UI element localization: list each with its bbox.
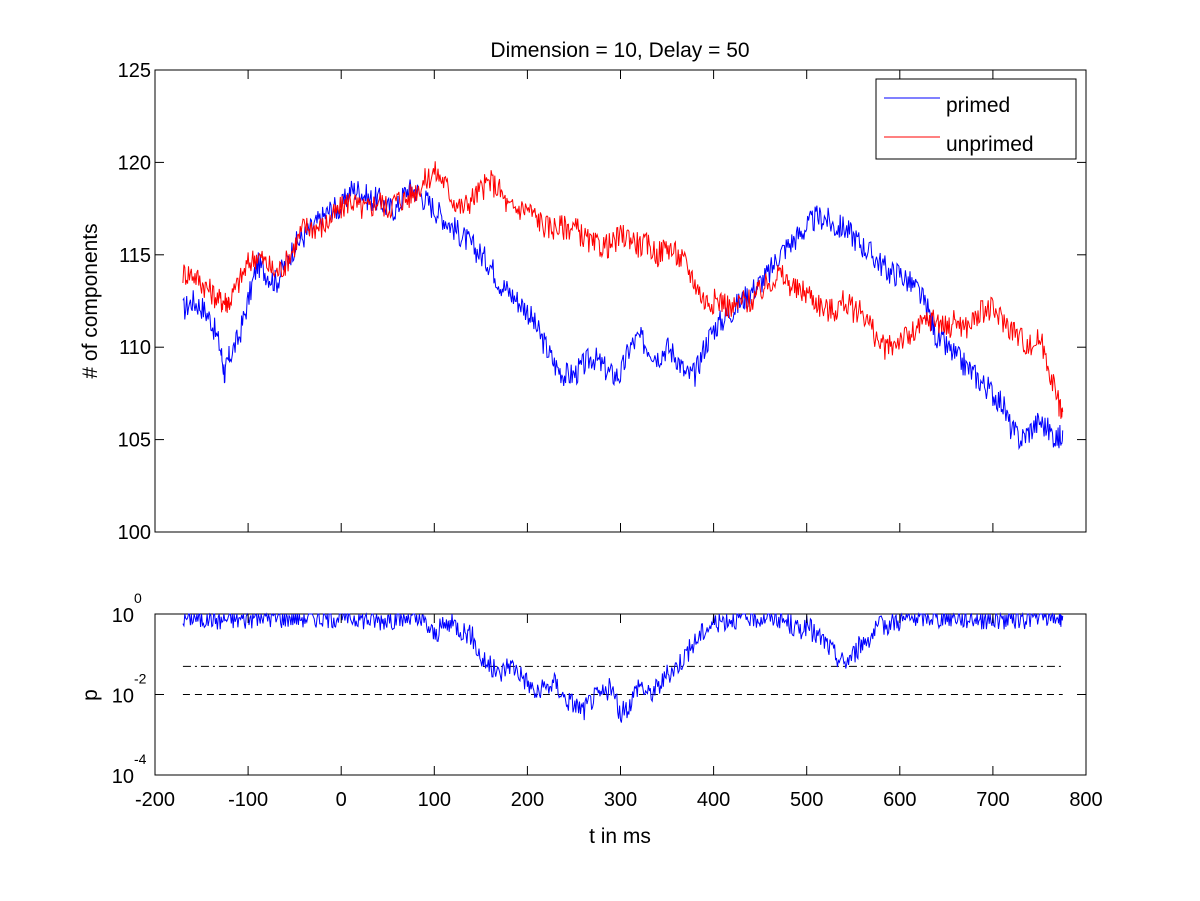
legend-label-primed: primed <box>946 94 1010 117</box>
top-y-tick-label: 125 <box>118 60 151 82</box>
x-tick-label: 700 <box>976 789 1009 811</box>
bottom-series-lines <box>182 612 1064 723</box>
x-tick-label: 800 <box>1069 789 1102 811</box>
x-tick-label: -100 <box>228 789 268 811</box>
legend-label-unprimed: unprimed <box>946 133 1034 156</box>
bottom-y-tick-exponent: -2 <box>134 671 147 687</box>
top-y-tick-label: 110 <box>119 337 151 359</box>
x-tick-label: -200 <box>135 789 175 811</box>
x-tick-label: 300 <box>604 789 637 811</box>
chart-title: Dimension = 10, Delay = 50 <box>490 39 749 62</box>
top-y-axis-label: # of components <box>79 223 102 378</box>
x-tick-label: 0 <box>336 789 347 811</box>
x-tick-label: 400 <box>697 789 730 811</box>
top-y-tick-label: 120 <box>118 152 151 174</box>
top-plot: Dimension = 10, Delay = 50 1001051101151… <box>79 39 1087 544</box>
top-series-lines <box>182 161 1064 451</box>
p-value-line <box>182 612 1064 723</box>
bottom-y-axis-label: p <box>79 689 102 701</box>
bottom-reference-lines <box>182 665 1063 695</box>
bottom-x-ticks: -200 -100 0 100 200 300 400 500 600 700 800 <box>135 614 1103 811</box>
bottom-y-tick-base: 10 <box>112 686 134 708</box>
top-y-tick-label: 100 <box>118 522 151 544</box>
x-tick-label: 100 <box>418 789 451 811</box>
legend-box <box>875 78 1077 160</box>
top-y-tick-label: 105 <box>118 430 151 452</box>
bottom-y-tick-exponent: -4 <box>134 751 147 767</box>
bottom-y-tick-base: 10 <box>112 766 134 788</box>
series-line-primed <box>182 179 1064 451</box>
x-axis-label: t in ms <box>589 825 651 848</box>
legend: primed unprimed <box>875 78 1077 160</box>
bottom-y-tick-exponent: 0 <box>134 590 142 606</box>
x-tick-label: 600 <box>883 789 916 811</box>
x-tick-label: 500 <box>790 789 823 811</box>
series-line-unprimed <box>182 161 1064 419</box>
x-tick-label: 200 <box>511 789 544 811</box>
top-y-ticks: 100 105 110 115 120 125 <box>118 60 1087 544</box>
top-y-tick-label: 115 <box>119 245 151 267</box>
bottom-y-tick-base: 10 <box>112 605 134 627</box>
